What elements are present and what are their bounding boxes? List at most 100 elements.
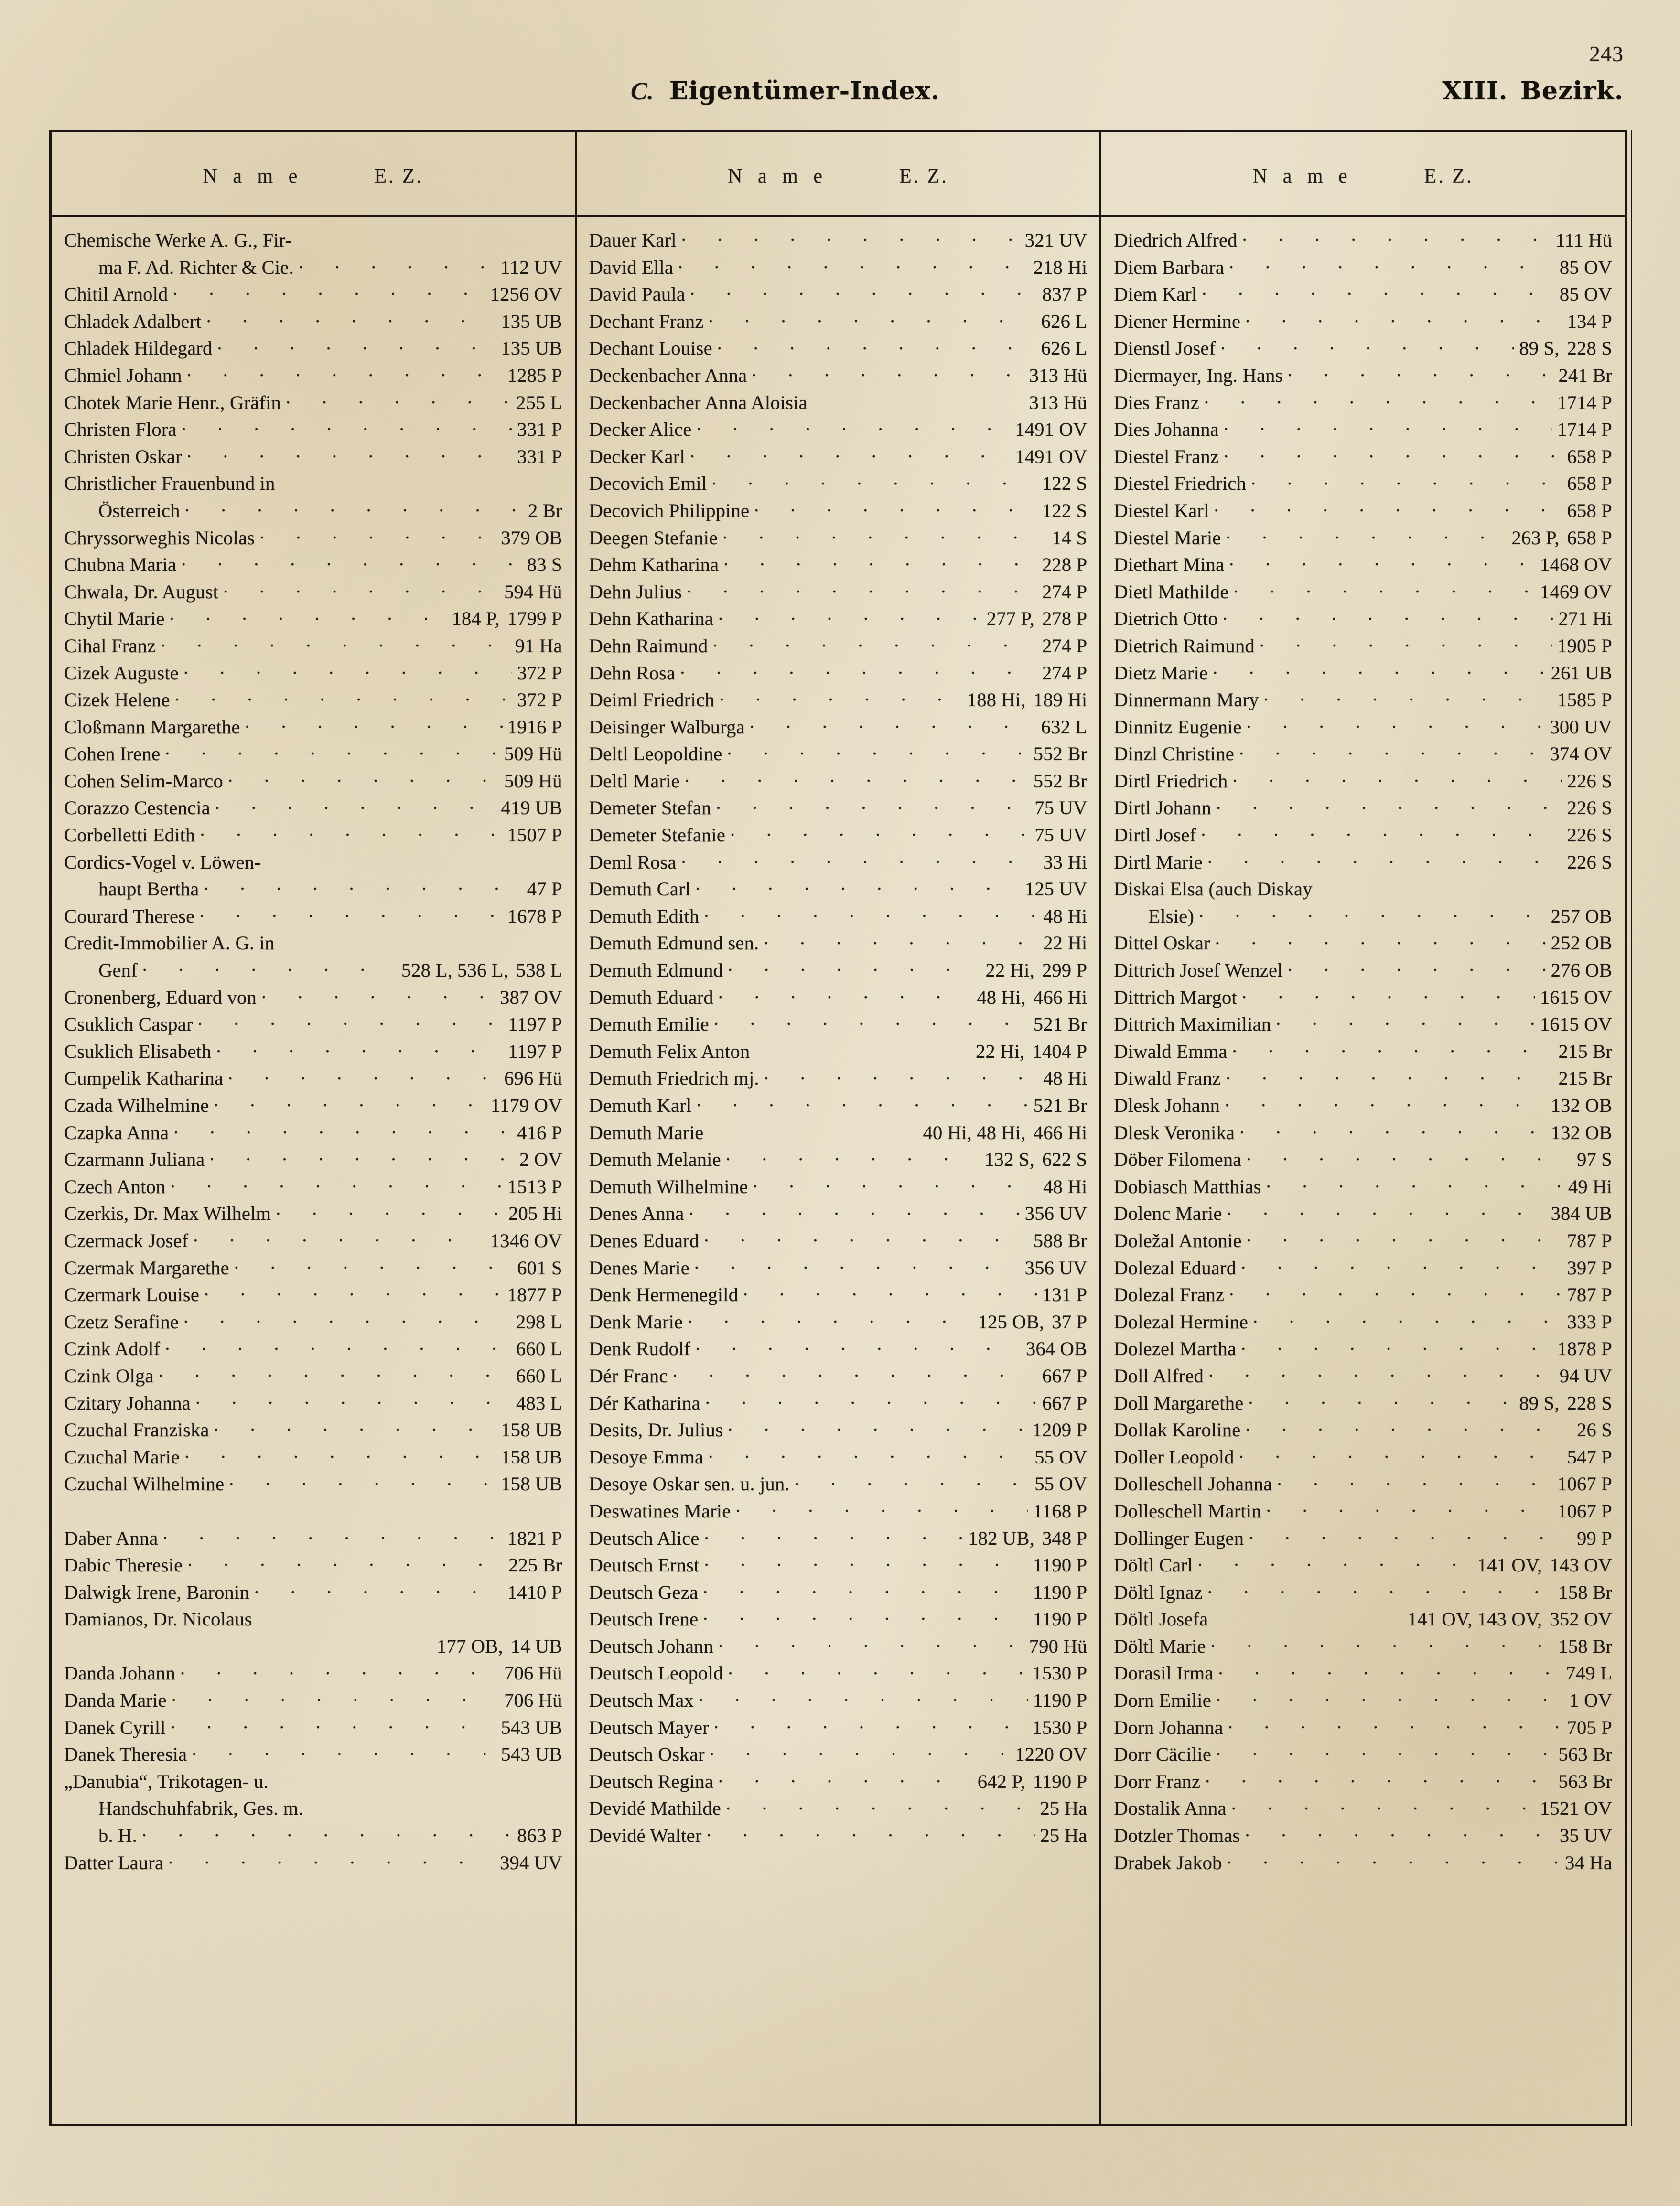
index-entry-row: Deckenbacher Anna Aloisia 313 Hü [589, 389, 1088, 417]
leader-dots: . . . . . . . . . . . . . . . . . . . . … [1224, 443, 1562, 462]
entry-name: Dolezal Eduard [1114, 1257, 1237, 1279]
index-entry-row: Dér Franc. . . . . . . . . . . . . . . .… [589, 1363, 1088, 1390]
entry-name: Demuth Karl [589, 1095, 692, 1116]
entry-name: Dorn Johanna [1114, 1716, 1223, 1738]
dot-leader: . . . . . . . . . . . . . . . . . . . . … [1229, 254, 1555, 274]
entry-ez-value: 111 Hü [1555, 229, 1613, 251]
entry-name: Dalwigk Irene, Baronin [64, 1581, 249, 1603]
index-entry-row: Deutsch Regina. . . . . . . . . . . . . … [589, 1768, 1088, 1796]
entry-ez-value: 1491 OV [1015, 445, 1088, 467]
entry-ez-value: 1190 P [1033, 1581, 1088, 1603]
entry-ez-value: 85 OV [1559, 256, 1613, 278]
entry-ez-value: 83 S [527, 554, 562, 576]
index-entry-row: Demuth Edith. . . . . . . . . . . . . . … [589, 903, 1088, 930]
entry-name: Deutsch Ernst [589, 1554, 700, 1576]
entry-name: Denes Anna [589, 1203, 684, 1225]
entry-name: Cizek Auguste [64, 662, 179, 684]
entry-ez-value: 1615 OV [1540, 986, 1613, 1008]
entry-ez-value: 132 OB [1551, 1095, 1613, 1116]
entry-name: Diestel Franz [1114, 445, 1219, 467]
entry-name: Deutsch Max [589, 1689, 694, 1711]
index-entry-row: Dehn Raimund. . . . . . . . . . . . . . … [589, 633, 1088, 660]
entry-ez-value: 379 OB [501, 527, 562, 549]
leader-dots: . . . . . . . . . . . . . . . . . . . . … [680, 660, 1037, 678]
leader-dots: . . . . . . . . . . . . . . . . . . . . … [165, 1335, 511, 1354]
entry-ez-value: 1179 OV [491, 1095, 562, 1116]
entry-ez-value: 696 Hü [504, 1067, 562, 1089]
index-column-3: Diedrich Alfred . . . . . . . . . . . . .… [1099, 215, 1625, 2124]
dot-leader: . . . . . . . . . . . . . . . . . . . . … [1245, 308, 1562, 328]
dot-leader: . . . . . . . . . . . . . . . . . . . . … [681, 227, 1020, 247]
leader-dots: . . . . . . . . . . . . . . . . . . . . … [1215, 930, 1546, 948]
index-entry-row: Czada Wilhelmine . . . . . . . . . . . . … [64, 1092, 562, 1119]
leader-dots: . . . . . . . . . . . . . . . . . . . . … [1266, 1498, 1552, 1517]
entry-name: Cohen Selim-Marco [64, 770, 223, 792]
index-entry-row: Czarmann Juliana. . . . . . . . . . . . … [64, 1146, 562, 1173]
dot-leader: . . . . . . . . . . . . . . . . . . . . … [214, 1093, 486, 1112]
table-header-row: N a m e E. Z. N a m e E. Z. N a m e E. Z… [52, 132, 1625, 217]
index-entry-row: Chladek Adalbert. . . . . . . . . . . . … [64, 308, 562, 335]
entry-ez-value: 215 Br [1558, 1067, 1613, 1089]
index-entry-row: Doller Leopold. . . . . . . . . . . . . … [1114, 1444, 1612, 1471]
leader-dots: . . . . . . . . . . . . . . . . . . . . … [276, 1200, 504, 1219]
entry-name: Chitil Arnold [64, 283, 168, 305]
entry-name: Dolenc Marie [1114, 1203, 1222, 1225]
index-entry-row: Dienstl Josef. . . . . . . . . . . . . .… [1114, 335, 1612, 362]
index-entry-row: Dorasil Irma. . . . . . . . . . . . . . … [1114, 1660, 1612, 1687]
entry-name: Dehn Rosa [589, 662, 676, 684]
leader-dots: . . . . . . . . . . . . . . . . . . . . … [1248, 1390, 1514, 1408]
dot-leader: . . . . . . . . . . . . . . . . . . . . … [217, 335, 496, 355]
entry-name: Csuklich Elisabeth [64, 1040, 212, 1062]
entry-name: Demuth Wilhelmine [589, 1175, 748, 1197]
entry-ez-value: 1067 P [1557, 1473, 1613, 1495]
entry-ez-value: 215 Br [1558, 1040, 1613, 1062]
entry-ez-value: 1 OV [1569, 1689, 1613, 1711]
dot-leader: . . . . . . . . . . . . . . . . . . . . … [165, 741, 499, 761]
leader-dots: . . . . . . . . . . . . . . . . . . . . … [728, 957, 980, 976]
column-header-ez: E. Z. [1424, 165, 1474, 187]
index-entry-row: David Ella . . . . . . . . . . . . . . . … [589, 254, 1088, 281]
entry-ez-value: 331 P [517, 419, 562, 441]
dot-leader: . . . . . . . . . . . . . . . . . . . . … [699, 1688, 1028, 1707]
index-entry-row: Decker Karl. . . . . . . . . . . . . . .… [589, 443, 1088, 471]
entry-ez-value: 705 P [1567, 1716, 1613, 1738]
dot-leader: . . . . . . . . . . . . . . . . . . . . … [690, 443, 1010, 463]
index-entry-row: Desits, Dr. Julius . . . . . . . . . . . … [589, 1417, 1088, 1444]
dot-leader: . . . . . . . . . . . . . . . . . . . . … [193, 1227, 485, 1247]
leader-dots: . . . . . . . . . . . . . . . . . . . . … [1216, 1687, 1564, 1706]
index-entry-row: Czerkis, Dr. Max Wilhelm . . . . . . . . … [64, 1200, 562, 1227]
leader-dots: . . . . . . . . . . . . . . . . . . . . … [195, 1390, 511, 1408]
leader-dots: . . . . . . . . . . . . . . . . . . . . … [687, 579, 1037, 597]
index-entry-row: Chemische Werke A. G., Fir- [64, 227, 562, 254]
index-entry-row: Döltl Marie. . . . . . . . . . . . . . .… [1114, 1633, 1612, 1660]
entry-ez-value: 787 P [1567, 1284, 1613, 1306]
entry-name: Chytil Marie [64, 608, 165, 630]
index-entry-row: Dietrich Otto . . . . . . . . . . . . . .… [1114, 605, 1612, 633]
entry-ez-value: 158 Br [1558, 1581, 1613, 1603]
entry-name: Deltl Marie [589, 770, 680, 792]
leader-dots: . . . . . . . . . . . . . . . . . . . . … [1232, 1038, 1554, 1057]
entry-name: Diermayer, Ing. Hans [1114, 364, 1283, 386]
entry-ez-value: 1168 P [1033, 1500, 1088, 1522]
dot-leader: . . . . . . . . . . . . . . . . . . . . … [1241, 1255, 1562, 1274]
entry-name: Deutsch Mayer [589, 1716, 709, 1738]
dot-leader: . . . . . . . . . . . . . . . . . . . . … [750, 714, 1036, 733]
index-entry-row: Dinnitz Eugenie. . . . . . . . . . . . .… [1114, 714, 1612, 741]
leader-dots: . . . . . . . . . . . . . . . . . . . . … [672, 1363, 1037, 1381]
leader-dots: . . . . . . . . . . . . . . . . . . . . … [678, 254, 1029, 272]
entry-name: Döltl Marie [1114, 1635, 1206, 1657]
index-entry-row: Handschuhfabrik, Ges. m. [64, 1795, 562, 1822]
index-entry-row: Dittrich Maximilian . . . . . . . . . . .… [1114, 1011, 1612, 1038]
entry-name: Cordics-Vogel v. Löwen- [64, 851, 261, 873]
column-header-ez: E. Z. [374, 165, 424, 187]
dot-leader: . . . . . . . . . . . . . . . . . . . . … [229, 1471, 496, 1491]
entry-name: Demuth Eduard [589, 986, 713, 1008]
dot-leader: . . . . . . . . . . . . . . . . . . . . … [703, 1606, 1028, 1626]
entry-name: Czitary Johanna [64, 1392, 191, 1414]
dot-leader: . . . . . . . . . . . . . . . . . . . . … [254, 1579, 503, 1599]
leader-dots: . . . . . . . . . . . . . . . . . . . . … [764, 1065, 1038, 1084]
entry-name: Diwald Franz [1114, 1067, 1221, 1089]
dot-leader: . . . . . . . . . . . . . . . . . . . . … [730, 822, 1030, 842]
entry-name: Demuth Emilie [589, 1013, 709, 1035]
dot-leader: . . . . . . . . . . . . . . . . . . . . … [718, 984, 972, 1004]
